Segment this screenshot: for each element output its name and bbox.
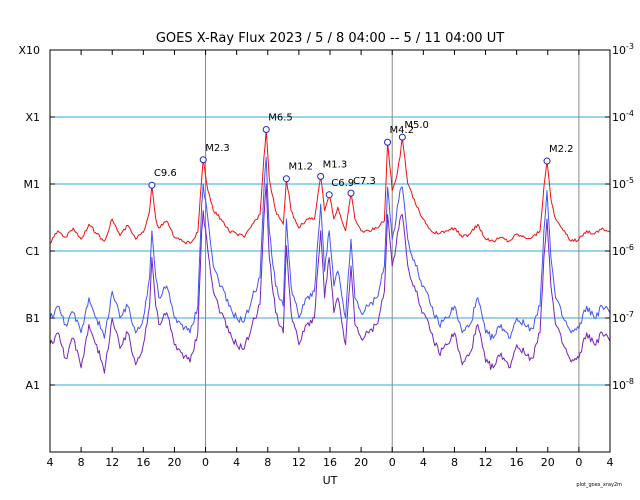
x-tick-label: 4 [607, 456, 614, 469]
flare-label: M2.2 [549, 144, 574, 155]
flare-label: M5.0 [404, 120, 429, 131]
x-tick-label: 12 [105, 456, 119, 469]
left-axis-label: X1 [25, 111, 40, 124]
flare-marker [398, 133, 406, 141]
x-tick-label: 12 [479, 456, 493, 469]
x-tick-label: 8 [451, 456, 458, 469]
flare-marker [282, 175, 290, 183]
right-axis-label: 10-8 [612, 377, 634, 392]
left-axis-label: M1 [24, 178, 41, 191]
x-tick-label: 16 [136, 456, 150, 469]
right-axis-labels: 10-3 10-4 10-5 10-6 10-7 10-8 [605, 42, 634, 392]
right-axis-label: 10-6 [612, 243, 634, 258]
x-tick-label: 8 [264, 456, 271, 469]
left-axis-labels: X10 X1 M1 C1 B1 A1 [18, 44, 55, 392]
flare-marker [199, 156, 207, 164]
x-tick-label: 20 [167, 456, 181, 469]
x-tick-label: 8 [78, 456, 85, 469]
flare-label: M1.3 [323, 159, 348, 170]
x-tick-label: 4 [47, 456, 54, 469]
x-tick-label: 4 [420, 456, 427, 469]
flare-marker [325, 191, 333, 199]
flare-marker [347, 189, 355, 197]
right-axis-label: 10-4 [612, 109, 634, 124]
series-line-short_a [49, 156, 611, 341]
left-axis-label: B1 [25, 312, 40, 325]
flare-label: C6.9 [331, 178, 354, 189]
plot-credit: plot_goes_xray2m [576, 482, 622, 488]
flare-label: M6.5 [268, 113, 293, 124]
left-axis-label: C1 [25, 245, 40, 258]
series-line-short_b [49, 183, 611, 374]
x-axis-label: UT [323, 474, 338, 487]
right-axis-label: 10-3 [612, 42, 634, 57]
left-axis-label: X10 [18, 44, 40, 57]
flare-annotations: C9.6 M2.3 M6.5 M1.2 M1.3 C6.9C7.3 M4.2M5.0 M2.2 [148, 113, 574, 199]
left-axis-label: A1 [25, 379, 40, 392]
right-axis-label: 10-7 [612, 310, 634, 325]
flare-label: C7.3 [353, 176, 376, 187]
chart-title: GOES X-Ray Flux 2023 / 5 / 8 04:00 -- 5 … [156, 31, 504, 46]
flare-label: M4.2 [390, 125, 415, 136]
x-tick-label: 4 [233, 456, 240, 469]
x-axis-ticks: 4 8 12 16 20 0 4 8 12 16 20 0 4 8 12 16 20 0 4 [47, 50, 614, 469]
flare-marker [148, 181, 156, 189]
x-tick-label: 20 [541, 456, 555, 469]
right-axis-label: 10-5 [612, 176, 634, 191]
x-tick-label: 16 [323, 456, 337, 469]
flare-marker [317, 172, 325, 180]
x-tick-label: 12 [292, 456, 306, 469]
x-tick-label: 0 [389, 456, 396, 469]
grid-lines [50, 50, 610, 452]
x-tick-label: 0 [575, 456, 582, 469]
x-tick-label: 0 [202, 456, 209, 469]
flare-label: M1.2 [288, 162, 313, 173]
x-tick-label: 20 [354, 456, 368, 469]
x-tick-label: 16 [510, 456, 524, 469]
flare-label: C9.6 [154, 168, 177, 179]
flare-label: M2.3 [205, 143, 230, 154]
flare-marker [543, 157, 551, 165]
series-line-long [49, 129, 611, 245]
flare-marker [384, 138, 392, 146]
flare-marker [262, 126, 270, 134]
